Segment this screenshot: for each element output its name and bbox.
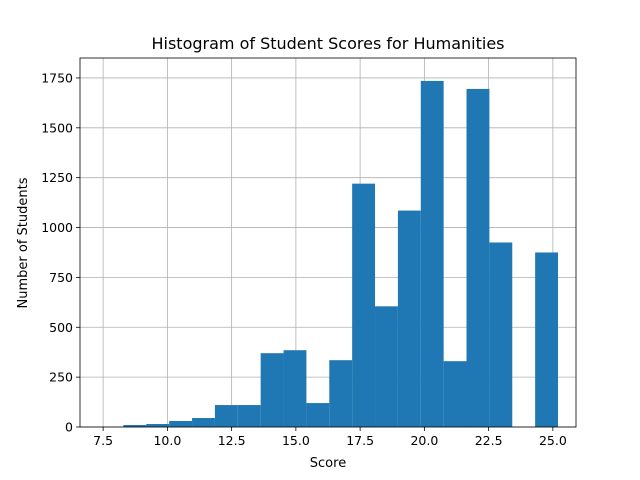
x-axis-title: Score xyxy=(310,456,346,471)
histogram-bar xyxy=(214,405,238,427)
histogram-bar xyxy=(466,88,490,428)
y-tick-label: 1750 xyxy=(41,70,73,85)
axes-frame xyxy=(79,57,577,428)
histogram-bar xyxy=(535,252,559,427)
histogram-bar xyxy=(329,360,353,427)
histogram-bar xyxy=(192,418,215,427)
y-axis-ticks: 0 250 500 750 1000 1250 1500 1750 xyxy=(41,70,80,435)
histogram-bar xyxy=(375,306,398,427)
y-tick-label: 250 xyxy=(49,370,73,385)
y-tick-label: 1000 xyxy=(41,220,73,235)
x-tick-label: 25.0 xyxy=(539,433,567,448)
y-tick-label: 500 xyxy=(49,320,73,335)
histogram-bar xyxy=(123,425,147,427)
histogram-bar xyxy=(443,361,467,427)
histogram-bar xyxy=(146,424,170,427)
x-tick-label: 7.5 xyxy=(93,433,113,448)
histogram-bar xyxy=(397,210,421,427)
histogram-bar xyxy=(306,403,330,427)
y-axis-title: Number of Students xyxy=(16,177,31,308)
y-tick-label: 1500 xyxy=(41,120,73,135)
histogram-bars xyxy=(123,80,559,428)
histogram-bar xyxy=(352,183,376,427)
x-axis-ticks: 7.5 10.0 12.5 15.0 17.5 20.0 22.5 25.0 xyxy=(93,427,567,448)
histogram-bar xyxy=(260,353,284,427)
x-tick-label: 10.0 xyxy=(153,433,181,448)
plot-frame xyxy=(79,57,577,428)
y-tick-label: 1250 xyxy=(41,170,73,185)
chart-title: Histogram of Student Scores for Humaniti… xyxy=(151,34,504,53)
y-tick-label: 0 xyxy=(65,420,73,435)
histogram-bar xyxy=(283,350,307,427)
x-tick-label: 20.0 xyxy=(410,433,438,448)
histogram-bar xyxy=(420,80,444,427)
histogram-bar xyxy=(489,242,513,427)
x-tick-label: 15.0 xyxy=(282,433,310,448)
histogram-bar xyxy=(169,421,193,427)
histogram-bar xyxy=(237,405,261,427)
y-tick-label: 750 xyxy=(49,270,73,285)
x-tick-label: 12.5 xyxy=(218,433,246,448)
x-tick-label: 17.5 xyxy=(346,433,374,448)
x-tick-label: 22.5 xyxy=(475,433,503,448)
